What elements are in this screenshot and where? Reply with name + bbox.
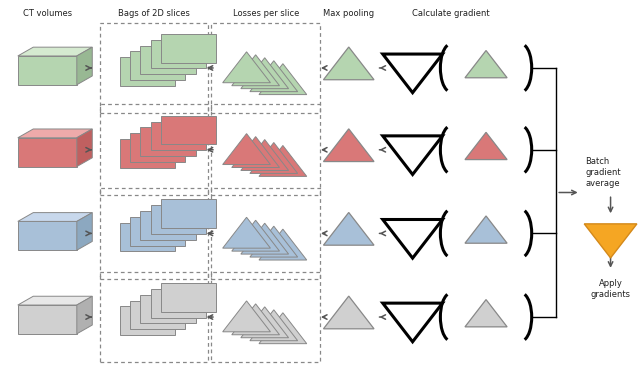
Polygon shape (223, 301, 271, 332)
Polygon shape (241, 139, 289, 170)
FancyBboxPatch shape (150, 205, 206, 234)
FancyBboxPatch shape (120, 306, 175, 335)
FancyBboxPatch shape (161, 199, 216, 228)
Polygon shape (223, 134, 271, 165)
FancyBboxPatch shape (161, 283, 216, 312)
Text: Batch
gradient
average: Batch gradient average (585, 157, 621, 188)
Polygon shape (241, 58, 289, 89)
Polygon shape (250, 142, 298, 173)
Polygon shape (465, 300, 507, 327)
Polygon shape (77, 212, 92, 250)
Polygon shape (250, 226, 298, 257)
Polygon shape (465, 132, 507, 160)
Polygon shape (323, 129, 374, 162)
Text: Bags of 2D slices: Bags of 2D slices (118, 9, 190, 18)
FancyBboxPatch shape (140, 211, 196, 240)
Polygon shape (383, 303, 442, 342)
Polygon shape (223, 52, 271, 83)
FancyBboxPatch shape (120, 57, 175, 86)
Polygon shape (241, 307, 289, 338)
Polygon shape (18, 129, 92, 138)
Text: Apply
gradients: Apply gradients (591, 279, 630, 299)
Polygon shape (223, 217, 271, 248)
Polygon shape (259, 64, 307, 95)
Polygon shape (259, 313, 307, 344)
Polygon shape (465, 50, 507, 78)
Polygon shape (584, 224, 637, 258)
FancyBboxPatch shape (161, 116, 216, 145)
FancyBboxPatch shape (120, 223, 175, 251)
Polygon shape (77, 129, 92, 166)
FancyBboxPatch shape (131, 51, 186, 80)
Polygon shape (323, 47, 374, 80)
Text: CT volumes: CT volumes (23, 9, 72, 18)
FancyBboxPatch shape (150, 40, 206, 69)
Polygon shape (232, 304, 280, 335)
FancyBboxPatch shape (140, 46, 196, 74)
FancyBboxPatch shape (131, 133, 186, 162)
Polygon shape (250, 61, 298, 92)
Polygon shape (18, 138, 77, 166)
Polygon shape (18, 222, 77, 250)
FancyBboxPatch shape (140, 295, 196, 323)
Text: Losses per slice: Losses per slice (232, 9, 299, 18)
FancyBboxPatch shape (140, 127, 196, 156)
Polygon shape (18, 56, 77, 85)
Polygon shape (383, 219, 442, 258)
Polygon shape (323, 296, 374, 329)
FancyBboxPatch shape (131, 217, 186, 246)
Polygon shape (250, 310, 298, 341)
Polygon shape (18, 296, 92, 305)
Polygon shape (465, 216, 507, 243)
FancyBboxPatch shape (150, 289, 206, 318)
Text: Max pooling: Max pooling (323, 9, 374, 18)
FancyBboxPatch shape (131, 300, 186, 329)
Text: Calculate gradient: Calculate gradient (412, 9, 490, 18)
Polygon shape (18, 212, 92, 222)
Polygon shape (77, 47, 92, 85)
Polygon shape (259, 146, 307, 176)
Polygon shape (241, 223, 289, 254)
Polygon shape (77, 296, 92, 334)
FancyBboxPatch shape (150, 122, 206, 150)
FancyBboxPatch shape (120, 139, 175, 168)
Polygon shape (18, 305, 77, 334)
Polygon shape (323, 212, 374, 245)
Polygon shape (232, 55, 280, 86)
Polygon shape (383, 54, 442, 93)
Polygon shape (383, 136, 442, 174)
Polygon shape (18, 47, 92, 56)
Polygon shape (232, 137, 280, 168)
FancyBboxPatch shape (161, 34, 216, 63)
Polygon shape (232, 220, 280, 251)
Polygon shape (259, 229, 307, 260)
